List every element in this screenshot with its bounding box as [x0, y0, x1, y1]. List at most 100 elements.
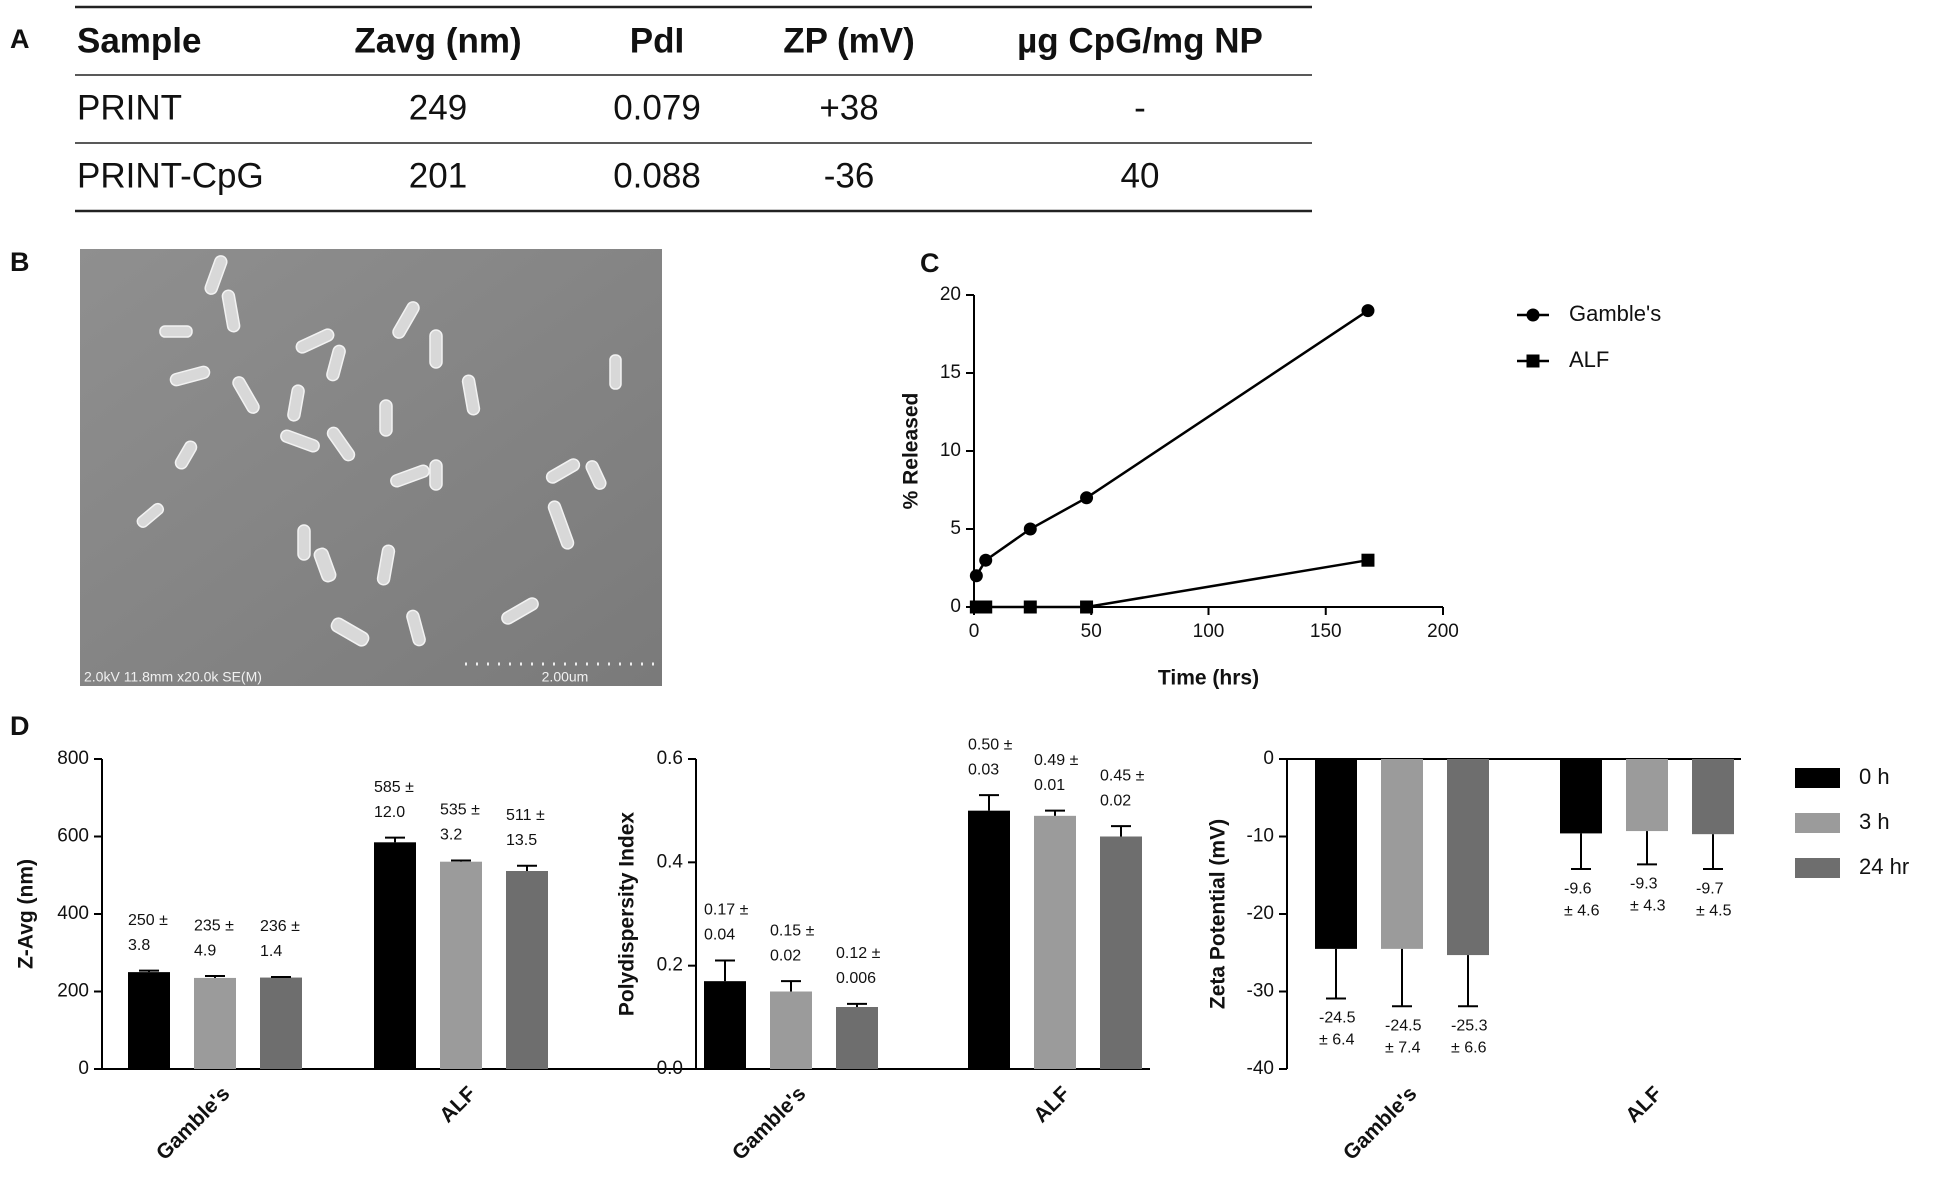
bar	[1381, 759, 1423, 949]
value-label: 585 ±	[374, 779, 414, 796]
point	[1080, 491, 1094, 505]
error-label: 0.04	[704, 927, 735, 944]
table-cell: 249	[409, 88, 467, 127]
error-label: ± 4.5	[1696, 902, 1732, 919]
bar	[1315, 759, 1357, 949]
table-cell: -	[1134, 88, 1146, 127]
sem-caption: 2.0kV 11.8mm x20.0k SE(M)	[84, 669, 262, 685]
table-header: PdI	[630, 21, 684, 60]
value-label: 0.15 ±	[770, 922, 815, 939]
error-label: 3.2	[440, 827, 462, 844]
x-tick-label: 150	[1310, 621, 1342, 642]
error-label: ± 6.4	[1319, 1032, 1355, 1049]
sem-image: 2.0kV 11.8mm x20.0k SE(M) 2.00um	[80, 249, 662, 686]
bar	[836, 1007, 878, 1069]
y-tick-label: 0.2	[657, 955, 683, 976]
table-header: Sample	[77, 21, 202, 60]
y-tick-label: 10	[940, 440, 961, 461]
x-tick-label: ALF	[1029, 1082, 1074, 1127]
y-tick-label: 0	[950, 596, 961, 617]
value-label: 0.12 ±	[836, 945, 881, 962]
error-label: ± 7.4	[1385, 1039, 1421, 1056]
y-axis-label: Z-Avg (nm)	[15, 859, 38, 969]
error-label: 12.0	[374, 804, 405, 821]
y-tick-label: 0	[78, 1058, 89, 1079]
legend-label: Gamble's	[1569, 301, 1661, 326]
y-tick-label: -40	[1247, 1058, 1274, 1079]
bar	[506, 870, 548, 1069]
series-line	[975, 309, 1369, 577]
bar	[260, 977, 302, 1069]
error-label: 0.02	[770, 947, 801, 964]
point	[1080, 600, 1094, 614]
y-axis-label: Polydispersity Index	[616, 812, 639, 1017]
legend-label: 0 h	[1859, 764, 1890, 789]
legend-swatch	[1795, 768, 1840, 788]
value-label: 0.49 ±	[1034, 752, 1079, 769]
y-axis-label: Zeta Potential (mV)	[1207, 819, 1230, 1009]
error-label: 4.9	[194, 942, 216, 959]
table-cell: 0.088	[613, 156, 701, 195]
y-tick-label: 15	[940, 362, 961, 383]
table-cell: 201	[409, 156, 467, 195]
point	[1023, 600, 1037, 614]
panel-label: D	[10, 711, 30, 741]
x-tick-label: 0	[969, 621, 980, 642]
bar	[1100, 836, 1142, 1069]
error-label: 0.02	[1100, 792, 1131, 809]
table-rules	[75, 5, 1312, 213]
bar	[770, 991, 812, 1069]
panel-label: A	[10, 24, 30, 54]
y-tick-label: -20	[1247, 903, 1274, 924]
legend-label: 3 h	[1859, 809, 1890, 834]
x-tick-label: 50	[1081, 621, 1102, 642]
value-label: 250 ±	[128, 912, 168, 929]
legend-swatch	[1795, 858, 1840, 878]
bar	[128, 972, 170, 1069]
y-tick-label: -10	[1247, 826, 1274, 847]
x-tick-label: Gamble's	[152, 1082, 235, 1165]
table-cell: PRINT	[77, 88, 182, 127]
x-axis-label: Time (hrs)	[1158, 667, 1259, 690]
bar	[1034, 815, 1076, 1069]
value-label: -25.3	[1451, 1017, 1488, 1034]
y-tick-label: 200	[57, 981, 89, 1002]
value-label: 236 ±	[260, 918, 300, 935]
bar	[1626, 759, 1668, 832]
point	[1023, 522, 1037, 536]
legend-label: 24 hr	[1859, 854, 1909, 879]
error-label: 0.01	[1034, 777, 1065, 794]
value-label: 535 ±	[440, 802, 480, 819]
point	[979, 553, 993, 567]
legend-marker	[1526, 308, 1540, 322]
bar	[968, 810, 1010, 1069]
value-label: -9.7	[1696, 880, 1724, 897]
error-label: 0.03	[968, 761, 999, 778]
value-label: 0.50 ±	[968, 736, 1013, 753]
y-tick-label: 20	[940, 284, 961, 305]
value-label: 235 ±	[194, 917, 234, 934]
table-cell: PRINT-CpG	[77, 156, 264, 195]
table-header: ZP (mV)	[783, 21, 915, 60]
y-tick-label: 400	[57, 903, 89, 924]
y-tick-label: 0.0	[657, 1058, 683, 1079]
x-tick-label: 200	[1427, 621, 1459, 642]
y-tick-label: 800	[57, 748, 89, 769]
error-label: ± 6.6	[1451, 1039, 1487, 1056]
bar	[1447, 759, 1489, 956]
value-label: 511 ±	[506, 807, 545, 824]
x-tick-label: ALF	[1621, 1082, 1666, 1127]
point	[1361, 553, 1375, 567]
bar	[1692, 759, 1734, 835]
series-line	[976, 558, 1369, 609]
table-cell: +38	[819, 88, 878, 127]
legend-marker	[1526, 354, 1540, 368]
point	[1361, 304, 1375, 318]
table-header: Zavg (nm)	[354, 21, 521, 60]
value-label: -9.6	[1564, 880, 1592, 897]
value-label: 0.45 ±	[1100, 767, 1145, 784]
bar	[194, 977, 236, 1069]
x-tick-label: Gamble's	[1339, 1082, 1422, 1165]
error-label: 13.5	[506, 832, 537, 849]
